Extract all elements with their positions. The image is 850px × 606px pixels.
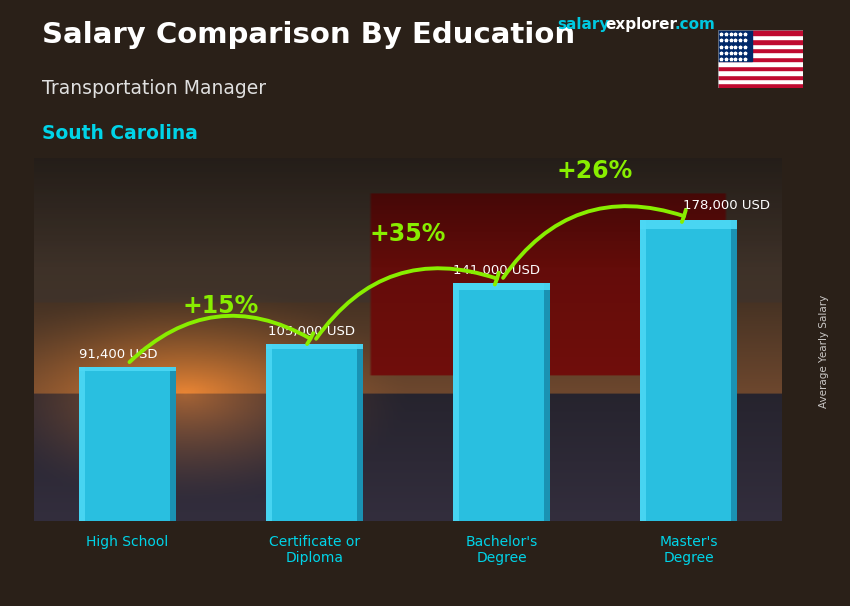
Bar xyxy=(266,344,363,349)
Bar xyxy=(718,84,803,88)
Text: salary: salary xyxy=(557,17,609,32)
Bar xyxy=(266,344,272,521)
Bar xyxy=(453,283,550,521)
Bar xyxy=(718,44,803,48)
Bar xyxy=(718,30,752,61)
Bar xyxy=(453,283,550,290)
Bar xyxy=(718,65,803,70)
Text: +15%: +15% xyxy=(183,295,259,318)
Text: +26%: +26% xyxy=(557,159,633,183)
Text: Master's
Degree: Master's Degree xyxy=(660,534,717,565)
Text: Salary Comparison By Education: Salary Comparison By Education xyxy=(42,21,575,49)
Text: Bachelor's
Degree: Bachelor's Degree xyxy=(466,534,537,565)
Text: +35%: +35% xyxy=(370,222,446,246)
Text: Certificate or
Diploma: Certificate or Diploma xyxy=(269,534,360,565)
Text: explorer: explorer xyxy=(605,17,677,32)
Bar xyxy=(79,367,85,521)
Text: 105,000 USD: 105,000 USD xyxy=(268,325,354,338)
Bar xyxy=(718,35,803,39)
Bar xyxy=(544,283,550,521)
Bar xyxy=(718,79,803,84)
Bar xyxy=(640,220,737,229)
Bar xyxy=(718,70,803,75)
Text: 91,400 USD: 91,400 USD xyxy=(79,348,157,361)
Bar xyxy=(718,39,803,44)
Bar xyxy=(731,220,737,521)
Bar xyxy=(170,367,176,521)
Bar xyxy=(640,220,646,521)
Text: 178,000 USD: 178,000 USD xyxy=(683,199,770,211)
Bar xyxy=(718,53,803,57)
Text: Average Yearly Salary: Average Yearly Salary xyxy=(819,295,829,408)
Bar xyxy=(718,57,803,61)
Bar xyxy=(718,61,803,65)
Text: South Carolina: South Carolina xyxy=(42,124,198,143)
Bar xyxy=(718,75,803,79)
Bar xyxy=(718,30,803,35)
Bar xyxy=(640,220,737,521)
Bar xyxy=(718,48,803,53)
Bar xyxy=(79,367,176,521)
Text: .com: .com xyxy=(674,17,715,32)
Text: 141,000 USD: 141,000 USD xyxy=(453,264,540,277)
Text: Transportation Manager: Transportation Manager xyxy=(42,79,267,98)
Bar xyxy=(79,367,176,371)
Bar xyxy=(357,344,363,521)
Text: High School: High School xyxy=(87,534,168,548)
Bar xyxy=(453,283,459,521)
Bar xyxy=(266,344,363,521)
